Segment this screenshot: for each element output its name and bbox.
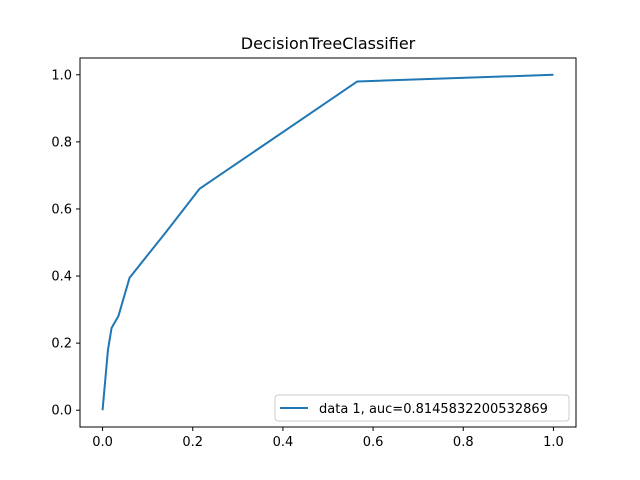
legend-label: data 1, auc=0.8145832200532869 — [319, 402, 548, 417]
y-axis: 0.0 0.2 0.4 0.6 0.8 1.0 — [51, 68, 80, 419]
y-tick-label: 0.8 — [51, 135, 72, 150]
x-tick-label: 0.8 — [453, 435, 474, 450]
x-tick-label: 0.0 — [92, 435, 113, 450]
legend-box — [274, 394, 570, 422]
y-tick-label: 0.0 — [51, 404, 72, 419]
plot-area-frame — [79, 57, 577, 428]
chart-title: DecisionTreeClassifier — [241, 34, 416, 53]
x-tick-label: 0.6 — [363, 435, 384, 450]
series-layer — [101, 73, 554, 411]
y-tick-label: 1.0 — [51, 68, 72, 83]
x-tick-label: 0.4 — [273, 435, 294, 450]
y-tick-label: 0.4 — [51, 270, 72, 285]
x-tick-label: 0.2 — [182, 435, 203, 450]
x-tick-label: 1.0 — [543, 435, 564, 450]
series-line-0 — [101, 73, 554, 411]
x-axis: 0.0 0.2 0.4 0.6 0.8 1.0 — [92, 427, 564, 450]
y-tick-label: 0.6 — [51, 202, 72, 217]
legend: data 1, auc=0.8145832200532869 — [274, 394, 570, 422]
y-tick-label: 0.2 — [51, 337, 72, 352]
